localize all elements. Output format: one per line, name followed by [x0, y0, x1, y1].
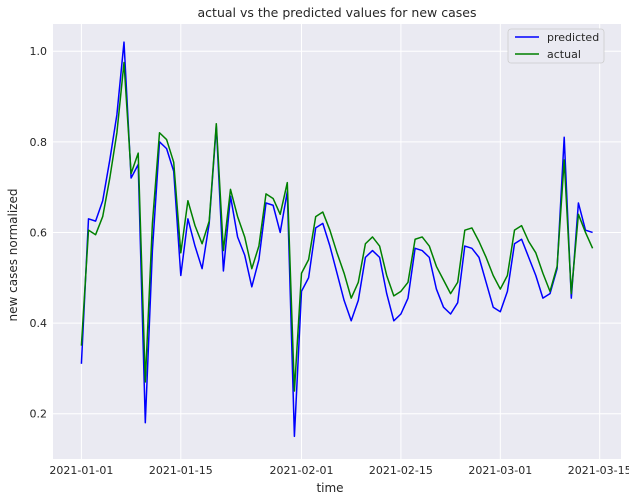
series-line-actual [80, 61, 594, 392]
x-axis-label: time [316, 481, 343, 495]
x-tick-label: 2021-02-15 [369, 464, 433, 477]
y-tick-label: 0.8 [30, 136, 48, 149]
legend-label-actual: actual [547, 48, 581, 61]
x-tick-label: 2021-03-01 [468, 464, 532, 477]
x-tick-label: 2021-03-15 [568, 464, 629, 477]
y-tick-label: 0.4 [30, 317, 48, 330]
plot-area [53, 24, 621, 459]
y-tick-label: 1.0 [30, 45, 48, 58]
x-tick-label: 2021-02-01 [270, 464, 334, 477]
y-tick-label: 0.2 [30, 408, 48, 421]
chart-title: actual vs the predicted values for new c… [198, 5, 477, 20]
y-axis-label: new cases normalized [6, 189, 20, 322]
series-layer [80, 41, 594, 438]
tick-labels: 0.2 0.4 0.6 0.8 1.0 2021-01-01 2021-01-15 2021-… [30, 45, 629, 477]
x-tick-label: 2021-01-01 [49, 464, 113, 477]
x-tick-label: 2021-01-15 [149, 464, 213, 477]
grid [53, 24, 621, 459]
legend-label-predicted: predicted [547, 31, 599, 44]
legend: predicted actual [507, 28, 605, 64]
y-tick-label: 0.6 [30, 226, 48, 239]
series-line-predicted [80, 41, 593, 438]
